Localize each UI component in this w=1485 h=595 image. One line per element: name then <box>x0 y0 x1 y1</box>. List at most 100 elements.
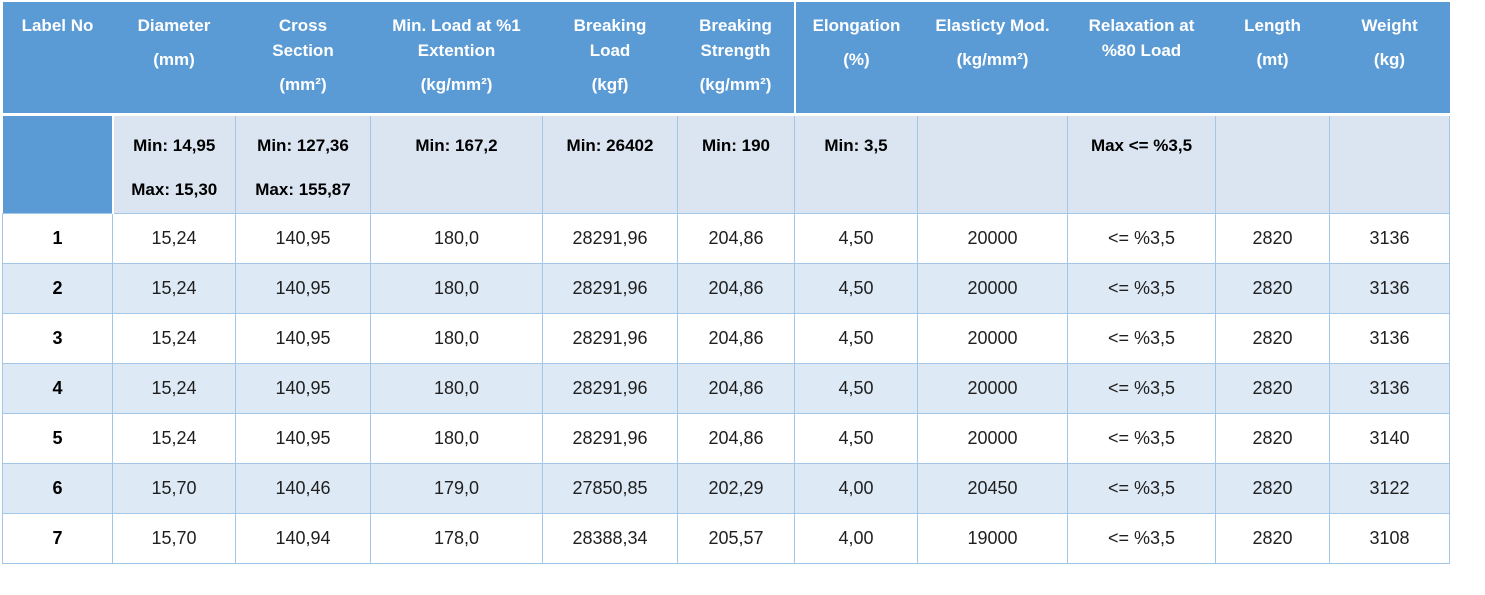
data-cell: 2820 <box>1215 262 1330 314</box>
row-label-cell: 5 <box>2 412 113 464</box>
data-cell: 27850,85 <box>542 462 678 514</box>
data-cell: 205,57 <box>677 512 795 564</box>
data-cell: 204,86 <box>677 412 795 464</box>
header-row: Label No Diameter (mm) Cross Section (mm… <box>2 2 1450 116</box>
spec-cell-elongation: Min: 3,5 <box>794 113 918 214</box>
data-cell: <= %3,5 <box>1067 212 1216 264</box>
spec-cell-cross-section: Min: 127,36 Max: 155,87 <box>235 113 371 214</box>
spec-empty <box>1331 124 1448 168</box>
data-cell: 179,0 <box>370 462 543 514</box>
spec-cell-breaking-load: Min: 26402 <box>542 113 678 214</box>
column-title: Elongation <box>812 16 901 35</box>
col-header-breaking-load: Breaking Load (kgf) <box>542 2 678 116</box>
data-cell: 202,29 <box>677 462 795 514</box>
data-cell: 140,95 <box>235 212 371 264</box>
data-cell: 2820 <box>1215 212 1330 264</box>
data-cell: 4,50 <box>794 412 918 464</box>
table-row: 3 15,24 140,95 180,0 28291,96 204,86 4,50 20000… <box>2 312 1450 364</box>
column-unit: (kgf) <box>591 75 629 94</box>
data-cell: 4,00 <box>794 512 918 564</box>
data-cell: 20000 <box>917 212 1068 264</box>
col-header-breaking-strength: Breaking Strength (kg/mm²) <box>677 2 795 116</box>
data-cell: 2820 <box>1215 312 1330 364</box>
data-cell: 140,95 <box>235 362 371 414</box>
data-cell: 2820 <box>1215 462 1330 514</box>
data-cell: 180,0 <box>370 312 543 364</box>
data-cell: 4,50 <box>794 362 918 414</box>
spec-cell-min-load: Min: 167,2 <box>370 113 543 214</box>
column-unit: (mt) <box>1256 50 1289 69</box>
column-title: Elasticty Mod. <box>935 16 1050 35</box>
spec-empty <box>1217 124 1328 168</box>
data-cell: 20000 <box>917 412 1068 464</box>
spec-max-value: Max: 155,87 <box>255 179 351 199</box>
data-cell: 15,24 <box>112 412 236 464</box>
data-cell: 3136 <box>1329 262 1450 314</box>
data-cell: 3136 <box>1329 362 1450 414</box>
column-title: Breaking Strength <box>699 16 772 60</box>
data-cell: 15,24 <box>112 262 236 314</box>
row-label-cell: 2 <box>2 262 113 314</box>
data-cell: 20450 <box>917 462 1068 514</box>
column-unit: (%) <box>843 50 870 69</box>
column-title: Weight <box>1361 16 1418 35</box>
data-cell: 180,0 <box>370 362 543 414</box>
data-cell: 3140 <box>1329 412 1450 464</box>
data-cell: 28291,96 <box>542 412 678 464</box>
data-cell: <= %3,5 <box>1067 362 1216 414</box>
column-title: Cross Section <box>272 16 334 60</box>
data-cell: 3136 <box>1329 212 1450 264</box>
data-cell: 4,50 <box>794 212 918 264</box>
results-table-container: Label No Diameter (mm) Cross Section (mm… <box>2 2 1450 564</box>
data-cell: 180,0 <box>370 412 543 464</box>
data-cell: 140,95 <box>235 312 371 364</box>
table-body: 1 15,24 140,95 180,0 28291,96 204,86 4,50 20000… <box>2 212 1450 564</box>
spec-max-value: Max <= %3,5 <box>1090 135 1193 155</box>
test-results-table: Label No Diameter (mm) Cross Section (mm… <box>2 2 1450 564</box>
spec-min-value: Min: 3,5 <box>824 135 888 155</box>
col-header-min-load: Min. Load at %1 Extention (kg/mm²) <box>370 2 543 116</box>
column-unit: (mm²) <box>279 75 327 94</box>
data-cell: 28291,96 <box>542 362 678 414</box>
data-cell: 15,70 <box>112 512 236 564</box>
data-cell: 15,70 <box>112 462 236 514</box>
column-title: Relaxation at %80 Load <box>1088 16 1195 60</box>
table-row: 1 15,24 140,95 180,0 28291,96 204,86 4,50 20000… <box>2 212 1450 264</box>
column-title: Label No <box>21 16 94 35</box>
data-cell: 28291,96 <box>542 312 678 364</box>
col-header-cross-section: Cross Section (mm²) <box>235 2 371 116</box>
data-cell: 28291,96 <box>542 212 678 264</box>
spec-limits-row: Min: 14,95 Max: 15,30 Min: 127,36 Max: 1… <box>2 113 1450 214</box>
spec-cell-relaxation: Max <= %3,5 <box>1067 113 1216 214</box>
col-header-length: Length (mt) <box>1215 2 1330 116</box>
spec-empty <box>919 124 1066 168</box>
data-cell: 204,86 <box>677 312 795 364</box>
spec-min-value: Min: 26402 <box>566 135 654 155</box>
column-title: Breaking Load <box>573 16 647 60</box>
spec-max-value: Max: 15,30 <box>131 179 218 199</box>
row-label-cell: 7 <box>2 512 113 564</box>
col-header-label-no: Label No <box>2 2 113 116</box>
data-cell: 20000 <box>917 262 1068 314</box>
column-title: Min. Load at %1 Extention <box>392 16 521 60</box>
data-cell: 180,0 <box>370 262 543 314</box>
data-cell: 20000 <box>917 362 1068 414</box>
data-cell: 140,95 <box>235 262 371 314</box>
column-unit: (kg/mm²) <box>420 75 493 94</box>
spec-min-value: Min: 14,95 <box>133 135 216 155</box>
spec-cell-elasticity-mod <box>917 113 1068 214</box>
data-cell: <= %3,5 <box>1067 412 1216 464</box>
spec-min-value: Min: 127,36 <box>257 135 349 155</box>
col-header-elasticity-mod: Elasticty Mod. (kg/mm²) <box>917 2 1068 116</box>
column-title: Length <box>1244 16 1301 35</box>
col-header-elongation: Elongation (%) <box>793 2 918 116</box>
data-cell: 204,86 <box>677 212 795 264</box>
row-label-cell: 4 <box>2 362 113 414</box>
data-cell: 3136 <box>1329 312 1450 364</box>
spec-min-value: Min: 190 <box>701 135 771 155</box>
data-cell: 3122 <box>1329 462 1450 514</box>
spec-cell-label <box>2 114 114 214</box>
row-label-cell: 6 <box>2 462 113 514</box>
data-cell: <= %3,5 <box>1067 462 1216 514</box>
column-title: Diameter <box>137 16 211 35</box>
